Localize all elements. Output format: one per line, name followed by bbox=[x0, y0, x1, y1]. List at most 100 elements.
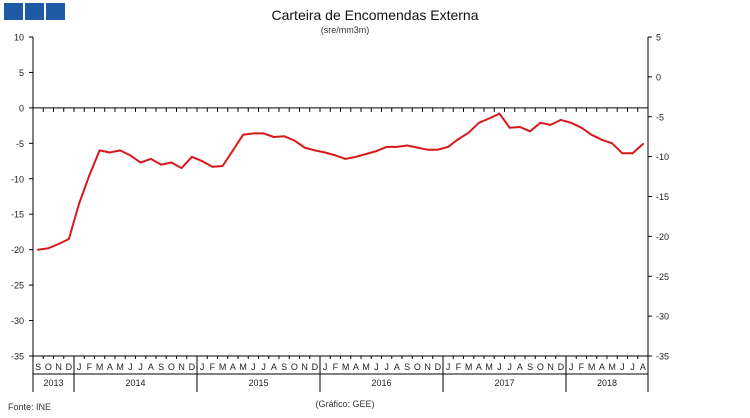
month-label: D bbox=[189, 362, 196, 372]
data-point bbox=[436, 148, 439, 151]
y-right-tick-label: -10 bbox=[656, 152, 669, 162]
month-label: J bbox=[138, 362, 143, 372]
data-point bbox=[88, 174, 91, 177]
month-label: F bbox=[333, 362, 339, 372]
data-point bbox=[621, 152, 624, 155]
year-label: 2017 bbox=[494, 378, 514, 388]
logo-square bbox=[4, 3, 23, 20]
data-point bbox=[344, 158, 347, 160]
data-point bbox=[190, 155, 193, 158]
data-point bbox=[447, 145, 450, 148]
month-label: O bbox=[168, 362, 175, 372]
data-point bbox=[98, 149, 101, 152]
month-label: N bbox=[424, 362, 431, 372]
data-point bbox=[518, 126, 521, 128]
data-point bbox=[539, 121, 542, 124]
month-label: M bbox=[485, 362, 493, 372]
month-label: J bbox=[507, 362, 512, 372]
y-left-tick-label: 5 bbox=[19, 68, 24, 78]
data-point bbox=[498, 112, 501, 115]
data-point bbox=[395, 145, 398, 148]
data-point bbox=[37, 248, 40, 251]
year-label: 2016 bbox=[371, 378, 391, 388]
y-right-tick-label: -35 bbox=[656, 352, 669, 362]
month-label: F bbox=[456, 362, 462, 372]
month-label: J bbox=[200, 362, 205, 372]
data-point bbox=[426, 148, 429, 151]
month-label: O bbox=[537, 362, 544, 372]
month-label: O bbox=[414, 362, 421, 372]
year-label: 2014 bbox=[125, 378, 145, 388]
data-point bbox=[293, 139, 296, 142]
logo bbox=[4, 3, 65, 20]
month-label: J bbox=[497, 362, 502, 372]
data-point bbox=[570, 121, 573, 124]
month-label: M bbox=[219, 362, 227, 372]
chart-credit: (Gráfico: GEE) bbox=[315, 399, 375, 409]
y-left-tick-label: 10 bbox=[14, 33, 24, 43]
month-label: O bbox=[45, 362, 52, 372]
y-left-tick-label: -10 bbox=[11, 174, 24, 184]
data-point bbox=[416, 146, 419, 149]
month-label: J bbox=[251, 362, 256, 372]
data-point bbox=[488, 117, 491, 120]
y-left-tick-label: -5 bbox=[16, 139, 24, 149]
data-point bbox=[283, 135, 286, 138]
month-label: A bbox=[148, 362, 154, 372]
chart-subtitle: (sre/mm3m) bbox=[320, 25, 370, 35]
data-point bbox=[611, 142, 614, 145]
y-left-tick-label: 0 bbox=[19, 103, 24, 113]
month-label: F bbox=[579, 362, 585, 372]
chart-title: Carteira de Encomendas Externa bbox=[271, 7, 479, 23]
month-label: A bbox=[353, 362, 359, 372]
data-point bbox=[119, 149, 122, 152]
data-point bbox=[149, 158, 152, 160]
month-label: M bbox=[96, 362, 104, 372]
month-label: M bbox=[608, 362, 616, 372]
month-label: D bbox=[435, 362, 442, 372]
month-label: M bbox=[362, 362, 370, 372]
month-label: D bbox=[66, 362, 73, 372]
y-right-tick-label: 0 bbox=[656, 72, 661, 82]
data-point bbox=[559, 119, 562, 121]
year-label: 2013 bbox=[43, 378, 63, 388]
month-label: S bbox=[158, 362, 164, 372]
data-point bbox=[231, 149, 234, 152]
data-point bbox=[406, 144, 409, 147]
month-label: A bbox=[271, 362, 277, 372]
month-label: M bbox=[342, 362, 350, 372]
y-left-tick-label: -20 bbox=[11, 245, 24, 255]
month-label: D bbox=[558, 362, 565, 372]
data-point bbox=[324, 151, 327, 154]
y-left-tick-label: -30 bbox=[11, 316, 24, 326]
month-label: J bbox=[261, 362, 266, 372]
logo-square bbox=[46, 3, 65, 20]
year-label: 2018 bbox=[597, 378, 617, 388]
data-point bbox=[508, 126, 511, 129]
data-point bbox=[313, 149, 316, 152]
source-note: Fonte: INE bbox=[8, 402, 52, 412]
data-point bbox=[201, 160, 204, 162]
month-label: A bbox=[230, 362, 236, 372]
data-point bbox=[641, 143, 644, 145]
data-point bbox=[170, 161, 173, 164]
data-point bbox=[477, 121, 480, 124]
month-label: S bbox=[35, 362, 41, 372]
y-right-tick-label: 5 bbox=[656, 33, 661, 43]
data-point bbox=[467, 131, 470, 134]
month-label: J bbox=[384, 362, 389, 372]
month-label: A bbox=[394, 362, 400, 372]
year-label: 2015 bbox=[248, 378, 268, 388]
y-left-tick-label: -35 bbox=[11, 352, 24, 362]
month-label: A bbox=[599, 362, 605, 372]
month-label: J bbox=[323, 362, 328, 372]
data-point bbox=[180, 167, 183, 170]
month-label: J bbox=[446, 362, 451, 372]
data-point bbox=[529, 130, 532, 133]
month-label: J bbox=[569, 362, 574, 372]
data-point bbox=[47, 247, 50, 250]
logo-square bbox=[25, 3, 44, 20]
data-point bbox=[457, 138, 460, 140]
month-label: M bbox=[588, 362, 596, 372]
